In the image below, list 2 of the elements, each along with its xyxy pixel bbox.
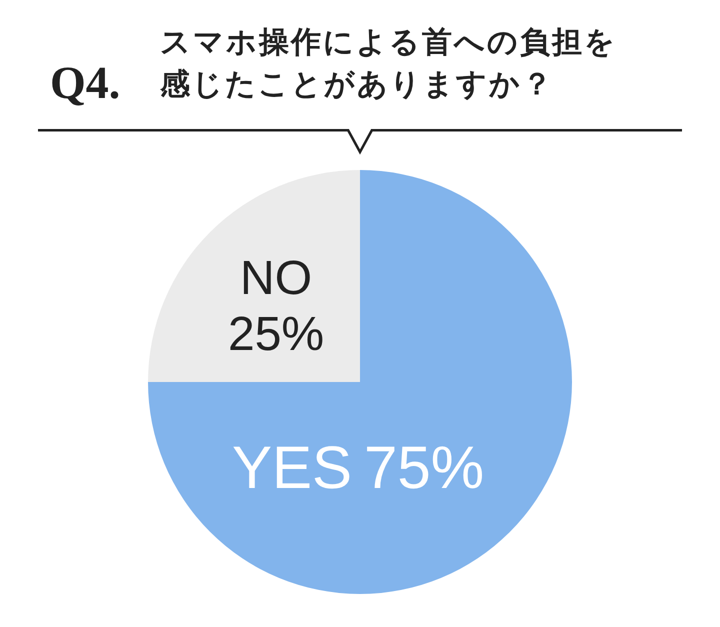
subtitle: スマホ操作による首への負担を感じたことがありますか？	[160, 25, 618, 103]
title: Q4.	[50, 57, 120, 108]
